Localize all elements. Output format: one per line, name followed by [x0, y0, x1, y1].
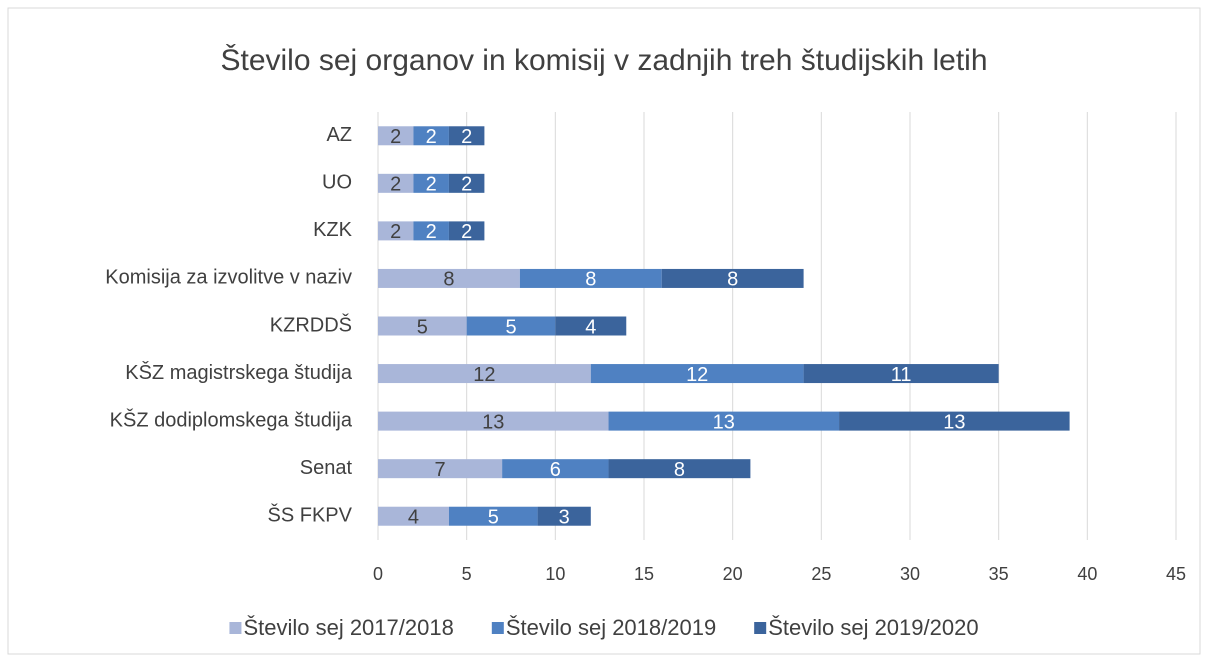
bar-segment [839, 411, 1070, 431]
bar-segment [378, 364, 591, 384]
y-tick-label: KZK [313, 219, 353, 241]
bar-segment [413, 221, 449, 241]
x-tick-label: 35 [989, 564, 1009, 584]
bar-segment [448, 173, 485, 193]
x-tick-label: 20 [723, 564, 743, 584]
x-tick-label: 45 [1166, 564, 1186, 584]
bar-segment [413, 126, 449, 146]
chart-title: Število sej organov in komisij v zadnjih… [220, 43, 987, 77]
bar-segment [448, 221, 485, 241]
data-label: 4 [585, 316, 596, 338]
bar-segment [378, 126, 414, 146]
bar-segment [378, 459, 503, 479]
bar-segment [502, 459, 609, 479]
x-tick-label: 10 [545, 564, 565, 584]
data-label: 2 [461, 174, 472, 196]
x-tick-label: 0 [373, 564, 383, 584]
bar-segment [608, 411, 840, 431]
y-tick-label: ŠS FKPV [268, 504, 353, 527]
x-tick-label: 40 [1077, 564, 1097, 584]
data-label: 8 [727, 269, 738, 291]
x-tick-label: 25 [811, 564, 831, 584]
data-label: 8 [585, 269, 596, 291]
legend-item: Število sej 2019/2020 [754, 615, 979, 640]
bar-segment [555, 316, 627, 336]
y-tick-label: Komisija za izvolitve v naziv [105, 267, 352, 289]
bar-segment [413, 173, 449, 193]
data-label: 5 [505, 316, 516, 338]
data-label: 2 [390, 221, 401, 243]
data-label: 8 [443, 269, 454, 291]
data-label: 2 [390, 126, 401, 148]
data-label: 2 [426, 221, 437, 243]
bar-segment [466, 316, 556, 336]
bar-segment [661, 268, 804, 288]
y-tick-label: Senat [300, 457, 353, 479]
y-tick-label: KZRDDŠ [270, 313, 352, 336]
data-label: 12 [686, 364, 708, 386]
data-label: 2 [426, 126, 437, 148]
legend-label: Število sej 2018/2019 [506, 615, 716, 640]
bar-segment [448, 126, 485, 146]
legend-swatch [754, 622, 767, 634]
bar-segment [448, 506, 538, 526]
x-tick-label: 5 [462, 564, 472, 584]
data-label: 13 [482, 411, 504, 433]
data-label: 4 [408, 507, 419, 529]
data-label: 6 [550, 459, 561, 481]
data-label: 2 [461, 221, 472, 243]
bar-segment [378, 411, 609, 431]
bar-segment [378, 173, 414, 193]
bar-segment [378, 316, 467, 336]
bar-segment [378, 268, 520, 288]
data-label: 2 [461, 126, 472, 148]
data-label: 11 [891, 364, 912, 386]
data-label: 3 [559, 507, 570, 529]
x-tick-label: 15 [634, 564, 654, 584]
data-label: 13 [943, 411, 965, 433]
y-tick-label: KŠZ magistrskega študija [125, 361, 353, 384]
data-label: 8 [674, 459, 685, 481]
data-label: 12 [473, 364, 495, 386]
bar-segment [608, 459, 751, 479]
bar-segment [803, 364, 999, 384]
legend-label: Število sej 2019/2020 [768, 615, 978, 640]
data-label: 7 [435, 459, 446, 481]
y-tick-label: KŠZ dodiplomskega študija [110, 408, 353, 431]
y-tick-label: AZ [326, 124, 352, 146]
legend-swatch [229, 622, 242, 634]
legend-item: Število sej 2018/2019 [491, 615, 716, 640]
bar-segment [537, 506, 591, 526]
data-label: 5 [417, 316, 428, 338]
legend-label: Število sej 2017/2018 [243, 615, 453, 640]
data-label: 13 [713, 411, 735, 433]
legend-item: Število sej 2017/2018 [229, 615, 454, 640]
bar-segment [378, 221, 414, 241]
legend-swatch [491, 622, 504, 634]
data-label: 2 [390, 174, 401, 196]
data-label: 2 [426, 174, 437, 196]
y-tick-label: UO [322, 172, 352, 194]
bar-segment [378, 506, 449, 526]
x-tick-label: 30 [900, 564, 920, 584]
data-label: 5 [488, 507, 499, 529]
bar-segment [590, 364, 804, 384]
bar-segment [519, 268, 662, 288]
